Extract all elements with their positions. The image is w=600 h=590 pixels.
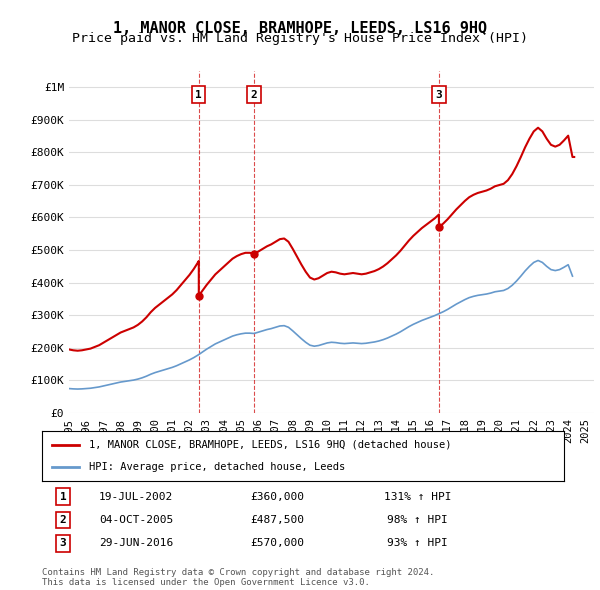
Text: 2: 2 [251,90,257,100]
Text: 19-JUL-2002: 19-JUL-2002 [99,491,173,502]
Text: 1: 1 [196,90,202,100]
Text: 98% ↑ HPI: 98% ↑ HPI [388,515,448,525]
Text: 1: 1 [59,491,66,502]
Text: 93% ↑ HPI: 93% ↑ HPI [388,538,448,548]
Text: Price paid vs. HM Land Registry's House Price Index (HPI): Price paid vs. HM Land Registry's House … [72,32,528,45]
Text: 1, MANOR CLOSE, BRAMHOPE, LEEDS, LS16 9HQ: 1, MANOR CLOSE, BRAMHOPE, LEEDS, LS16 9H… [113,21,487,35]
Text: 131% ↑ HPI: 131% ↑ HPI [384,491,452,502]
Text: HPI: Average price, detached house, Leeds: HPI: Average price, detached house, Leed… [89,462,345,472]
Text: £487,500: £487,500 [250,515,304,525]
Text: 04-OCT-2005: 04-OCT-2005 [99,515,173,525]
Text: £360,000: £360,000 [250,491,304,502]
Text: 29-JUN-2016: 29-JUN-2016 [99,538,173,548]
Text: £570,000: £570,000 [250,538,304,548]
Text: Contains HM Land Registry data © Crown copyright and database right 2024.: Contains HM Land Registry data © Crown c… [42,568,434,576]
Text: 2: 2 [59,515,66,525]
Text: 1, MANOR CLOSE, BRAMHOPE, LEEDS, LS16 9HQ (detached house): 1, MANOR CLOSE, BRAMHOPE, LEEDS, LS16 9H… [89,440,451,450]
Text: This data is licensed under the Open Government Licence v3.0.: This data is licensed under the Open Gov… [42,578,370,587]
Text: 3: 3 [436,90,442,100]
Text: 3: 3 [59,538,66,548]
